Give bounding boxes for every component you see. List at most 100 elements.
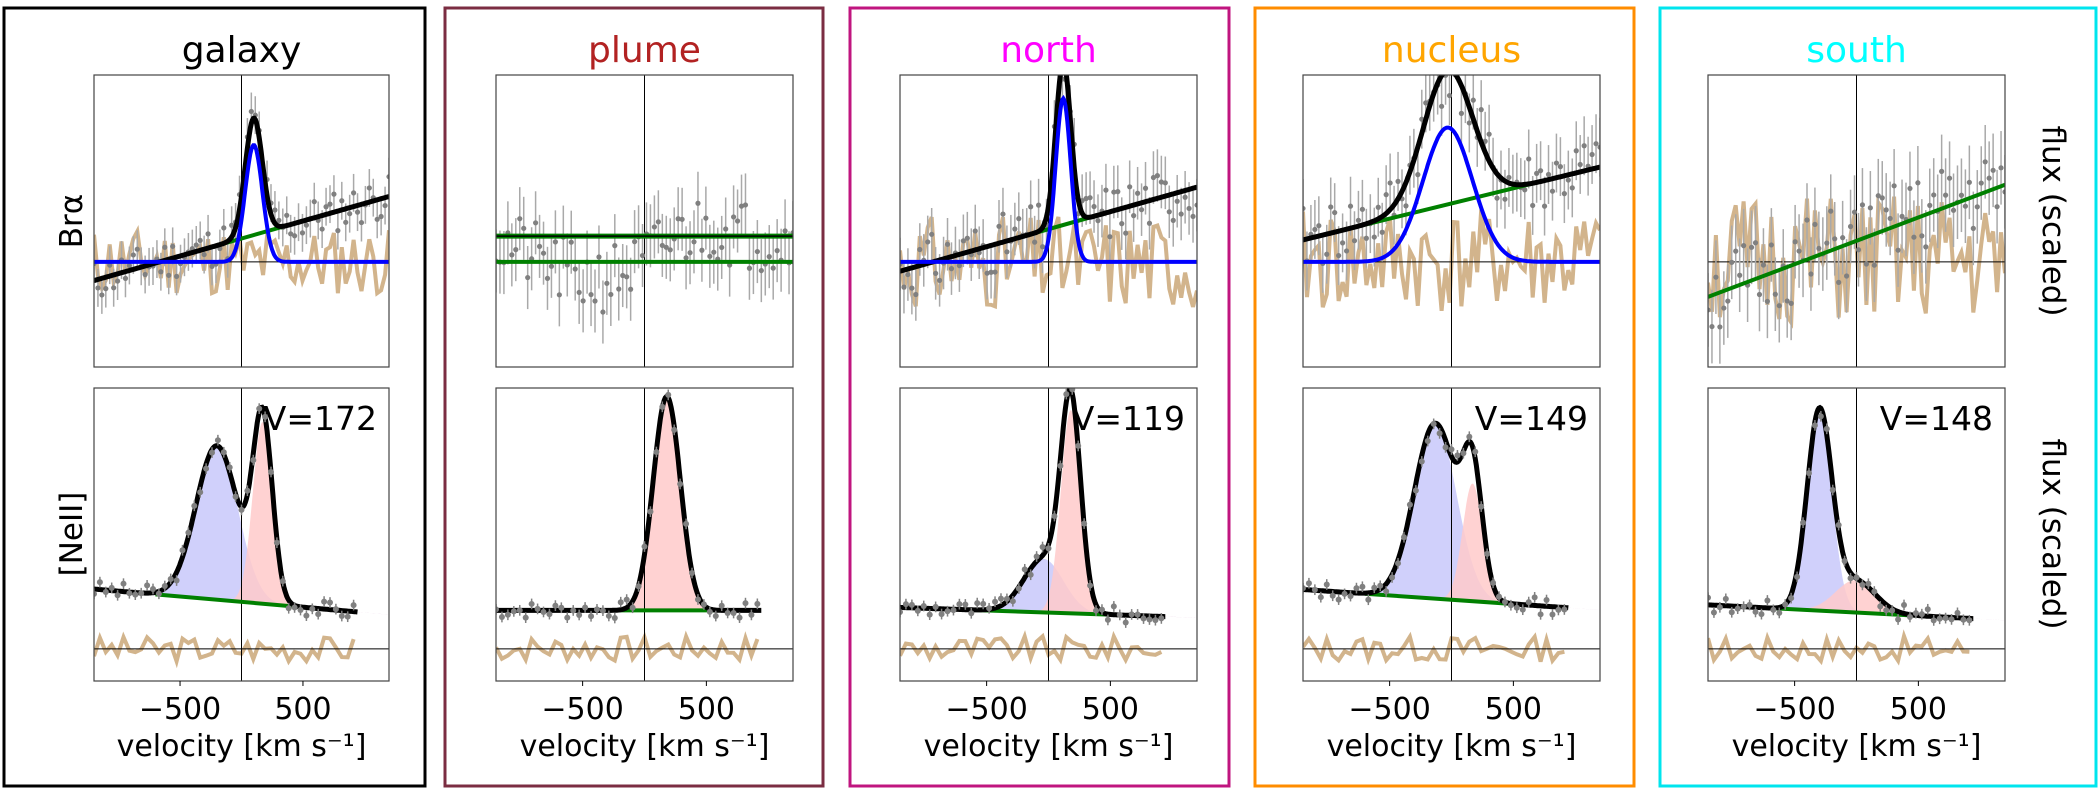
data-point (956, 601, 963, 608)
data-point (620, 272, 626, 279)
data-point (268, 468, 274, 475)
data-point (138, 590, 145, 597)
data-point (1733, 248, 1739, 254)
data-point (1948, 616, 1955, 623)
data-point (1446, 92, 1453, 99)
data-point (1901, 601, 1908, 608)
data-point (142, 271, 148, 278)
data-point (99, 292, 105, 298)
row-label-neii: [NeII] (54, 492, 90, 577)
data-point (1708, 594, 1711, 601)
x-axis-label: velocity [km s⁻¹] (1327, 729, 1577, 764)
data-point (1004, 249, 1010, 255)
data-point (1776, 609, 1783, 616)
data-point (1577, 161, 1583, 168)
data-point (1104, 616, 1111, 623)
data-point (962, 601, 969, 608)
data-point (956, 263, 963, 269)
data-point (1713, 274, 1719, 280)
data-point (712, 613, 719, 620)
x-tick-label: −500 (945, 692, 1027, 727)
data-point (374, 216, 380, 222)
data-point (1448, 446, 1455, 453)
data-point (1788, 300, 1794, 306)
data-point (724, 609, 731, 616)
data-point (528, 600, 535, 607)
data-point (1915, 180, 1921, 186)
data-point (695, 200, 701, 206)
data-point (1565, 177, 1571, 183)
data-point (932, 603, 939, 610)
data-point (1170, 217, 1176, 223)
data-point (580, 298, 586, 304)
data-point (510, 608, 517, 615)
data-point (1927, 202, 1933, 208)
data-point (1930, 617, 1937, 624)
data-point (1998, 165, 2004, 171)
data-point (1305, 580, 1312, 587)
data-point (1832, 236, 1838, 242)
data-point (173, 577, 180, 584)
data-point (323, 204, 329, 210)
data-point (209, 449, 215, 456)
velocity-annotation: V=148 (1880, 399, 1993, 438)
data-point (1027, 571, 1034, 578)
data-point (901, 284, 907, 290)
data-point (1549, 188, 1556, 194)
data-point (1812, 221, 1818, 227)
axes-top-frame (899, 74, 1198, 368)
data-point (1796, 248, 1802, 254)
data-point (229, 222, 235, 228)
data-point (960, 238, 966, 244)
data-point (1135, 190, 1141, 196)
data-point (347, 211, 353, 217)
data-point (1341, 590, 1348, 597)
data-point (1817, 413, 1824, 420)
data-point (908, 601, 915, 608)
axes-top-frame (93, 74, 390, 368)
data-point (548, 263, 555, 269)
data-point (226, 464, 233, 471)
data-point (130, 252, 136, 258)
data-point (1430, 420, 1437, 427)
data-point (1725, 298, 1731, 304)
data-point (582, 604, 589, 611)
data-point (1593, 141, 1599, 147)
data-point (1740, 603, 1747, 610)
data-point (1895, 616, 1902, 623)
data-point (667, 247, 673, 253)
data-point (327, 201, 333, 207)
panel-frame (848, 6, 1231, 788)
data-point (1003, 595, 1010, 602)
data-point (185, 529, 192, 536)
data-point (974, 600, 981, 607)
data-point (1721, 305, 1727, 311)
data-point (546, 611, 553, 618)
data-point (1708, 307, 1711, 313)
data-point (321, 598, 328, 605)
data-point (944, 241, 951, 247)
data-point (651, 224, 658, 230)
data-point (1478, 503, 1485, 510)
data-point (1772, 291, 1778, 297)
data-point (161, 583, 168, 590)
data-point (902, 601, 909, 608)
data-point (1756, 291, 1763, 298)
data-point (1045, 545, 1052, 552)
data-point (1123, 230, 1129, 236)
data-point (1534, 170, 1540, 176)
data-point (992, 269, 998, 275)
data-point (1986, 175, 1992, 181)
data-point (746, 265, 753, 271)
data-point (1549, 611, 1556, 618)
data-point (758, 267, 764, 274)
data-point (1012, 226, 1018, 232)
data-point (730, 609, 737, 616)
data-point (558, 604, 565, 611)
data-point (120, 580, 127, 587)
panel-title: plume (588, 30, 701, 71)
data-point (319, 226, 325, 232)
data-point (1458, 110, 1464, 116)
